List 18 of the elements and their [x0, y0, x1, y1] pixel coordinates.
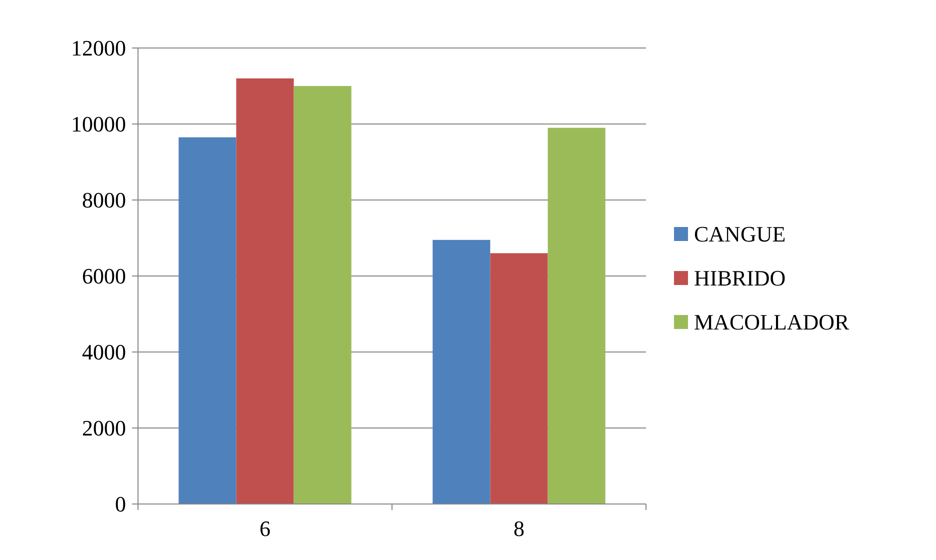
- y-tick-label: 0: [115, 492, 126, 517]
- x-tick-label: 6: [260, 516, 270, 541]
- y-tick-label: 8000: [82, 188, 126, 213]
- x-tick-label: 8: [514, 516, 524, 541]
- bar: [490, 253, 548, 504]
- legend-label: MACOLLADOR: [694, 310, 850, 335]
- y-tick-label: 4000: [82, 340, 126, 365]
- y-tick-label: 12000: [71, 36, 126, 61]
- y-tick-label: 6000: [82, 264, 126, 289]
- bar: [432, 240, 490, 504]
- legend-label: HIBRIDO: [694, 266, 786, 291]
- y-tick-label: 2000: [82, 416, 126, 441]
- bar: [236, 78, 294, 504]
- bar: [178, 137, 236, 504]
- y-tick-label: 10000: [71, 112, 126, 137]
- bar: [548, 128, 606, 504]
- legend-label: CANGUE: [694, 222, 786, 247]
- bar: [294, 86, 352, 504]
